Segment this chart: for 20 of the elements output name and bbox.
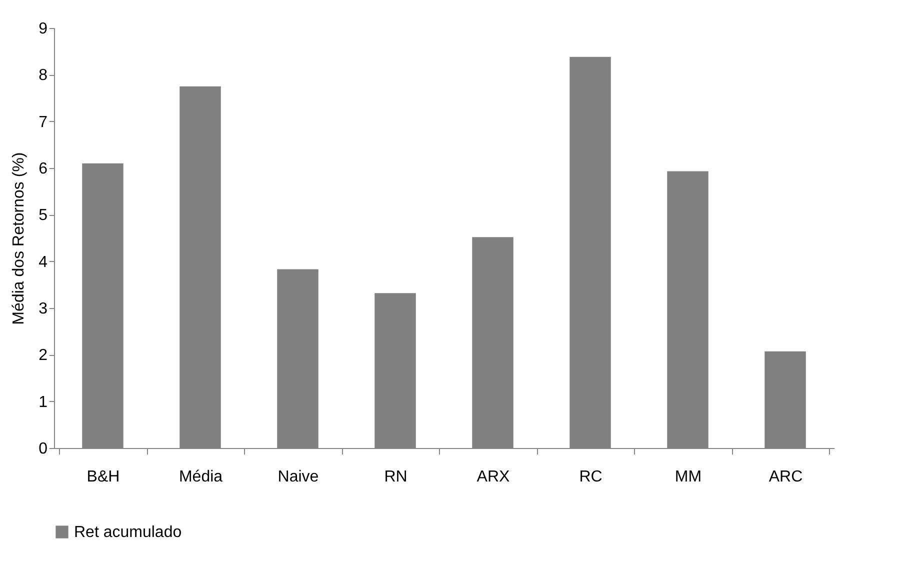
- x-tick-label: RC: [579, 468, 602, 486]
- y-tick-label: 9: [38, 20, 48, 38]
- y-tick-label: 2: [38, 347, 48, 364]
- x-tick-label: ARC: [768, 468, 803, 486]
- legend-label: Ret acumulado: [74, 524, 182, 541]
- y-tick-label: 5: [38, 207, 48, 224]
- y-tick-label: 4: [38, 254, 48, 271]
- x-tick-label: RN: [384, 468, 408, 486]
- x-tick-label: B&H: [86, 468, 120, 486]
- y-tick-label: 0: [38, 440, 48, 458]
- y-tick-label: 6: [38, 160, 48, 178]
- x-tick-label: MM: [674, 468, 702, 486]
- x-tick-label: Média: [178, 468, 223, 486]
- y-tick-label: 1: [38, 394, 48, 411]
- y-tick-label: 3: [38, 300, 48, 318]
- x-tick-label: ARX: [476, 468, 510, 486]
- y-axis-title: Média dos Retornos (%): [10, 152, 28, 325]
- y-tick-label: 8: [38, 67, 48, 84]
- y-tick-label: 7: [38, 114, 48, 131]
- x-tick-label: Naive: [278, 468, 319, 486]
